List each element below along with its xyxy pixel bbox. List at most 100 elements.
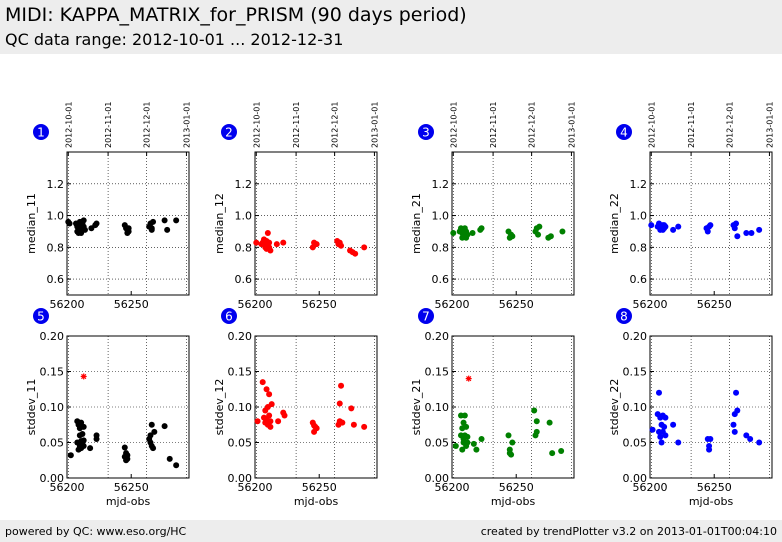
data-point bbox=[706, 446, 713, 453]
data-point bbox=[361, 423, 368, 430]
data-point bbox=[509, 439, 516, 446]
data-point bbox=[478, 435, 485, 442]
data-point bbox=[509, 233, 516, 240]
y-tick-label: 1.0 bbox=[235, 210, 253, 223]
date-tick-label: 2012-10-01 bbox=[64, 102, 73, 149]
panel-number-badge bbox=[418, 308, 434, 324]
y-tick-label: 0.20 bbox=[425, 330, 450, 343]
panel-number-label: 4 bbox=[620, 126, 628, 140]
data-point bbox=[173, 217, 180, 224]
data-point bbox=[531, 407, 538, 414]
plot-panel-2: 0.6 0.8 1.0 1.2 56200 56250 2012-10-01 2012-11-… bbox=[213, 102, 379, 312]
data-point bbox=[350, 421, 357, 428]
panel-number-label: 3 bbox=[422, 126, 430, 140]
y-tick-label: 0.05 bbox=[425, 437, 450, 450]
data-point bbox=[747, 435, 754, 442]
data-point bbox=[173, 462, 180, 469]
y-tick-label: 0.20 bbox=[228, 330, 253, 343]
data-point bbox=[147, 432, 154, 439]
data-point bbox=[546, 419, 553, 426]
x-axis-label: mjd-obs bbox=[491, 495, 536, 508]
data-point bbox=[93, 435, 100, 442]
panel-number-label: 5 bbox=[37, 310, 45, 324]
report-header: MIDI: KAPPA_MATRIX_for_PRISM (90 days pe… bbox=[0, 0, 782, 54]
data-point bbox=[648, 222, 655, 229]
data-point bbox=[734, 233, 741, 240]
report-subtitle: QC data range: 2012-10-01 ... 2012-12-31 bbox=[5, 30, 344, 49]
data-point bbox=[675, 223, 682, 230]
y-axis-label: median_12 bbox=[213, 193, 226, 254]
plot-panel-4: 0.6 0.8 1.0 1.2 56200 56250 2012-10-01 2012-11-… bbox=[608, 102, 774, 312]
data-point bbox=[166, 455, 173, 462]
data-point bbox=[662, 432, 669, 439]
data-point bbox=[266, 412, 273, 419]
y-axis-label: median_22 bbox=[608, 193, 621, 254]
data-point bbox=[338, 382, 345, 389]
data-point bbox=[658, 439, 665, 446]
data-point bbox=[273, 241, 280, 248]
date-tick-label: 2012-11-01 bbox=[292, 102, 301, 149]
y-tick-label: 0.20 bbox=[40, 330, 65, 343]
outlier-stroke bbox=[466, 375, 472, 382]
data-point bbox=[161, 217, 168, 224]
data-point bbox=[743, 230, 750, 237]
data-point bbox=[731, 225, 738, 232]
data-point bbox=[533, 418, 540, 425]
data-point bbox=[79, 430, 86, 437]
data-point bbox=[267, 418, 274, 425]
y-tick-label: 0.8 bbox=[630, 241, 648, 254]
data-point bbox=[361, 244, 368, 251]
data-point bbox=[80, 437, 87, 444]
data-point bbox=[473, 446, 480, 453]
data-point bbox=[756, 439, 763, 446]
y-tick-label: 0.6 bbox=[235, 273, 253, 286]
data-point bbox=[549, 450, 556, 457]
data-point bbox=[87, 445, 94, 452]
data-point bbox=[150, 218, 157, 225]
date-tick-label: 2012-10-01 bbox=[252, 102, 261, 149]
plot-frame bbox=[66, 151, 190, 296]
data-point bbox=[121, 444, 128, 451]
panel-number-badge bbox=[221, 124, 237, 140]
plot-frame bbox=[451, 151, 575, 296]
panel-number-label: 6 bbox=[225, 310, 233, 324]
data-point bbox=[313, 425, 320, 432]
data-point bbox=[536, 223, 543, 230]
data-point bbox=[148, 421, 155, 428]
data-point bbox=[150, 445, 157, 452]
data-point bbox=[275, 418, 282, 425]
y-axis-label: stddev_12 bbox=[213, 379, 226, 436]
plot-panel-3: 0.6 0.8 1.0 1.2 56200 56250 2012-10-01 2012-11-… bbox=[410, 102, 576, 312]
panel-number-label: 2 bbox=[225, 126, 233, 140]
y-tick-label: 0.00 bbox=[425, 472, 450, 485]
data-point bbox=[743, 432, 750, 439]
data-point bbox=[264, 230, 271, 237]
data-point bbox=[81, 226, 88, 233]
panel-number-label: 7 bbox=[422, 310, 430, 324]
x-axis-label: mjd-obs bbox=[689, 495, 734, 508]
data-point bbox=[348, 405, 355, 412]
y-tick-label: 0.20 bbox=[623, 330, 648, 343]
outlier-stroke bbox=[81, 373, 87, 380]
x-axis-label: mjd-obs bbox=[106, 495, 151, 508]
data-point bbox=[547, 233, 554, 240]
data-point bbox=[478, 225, 485, 232]
date-tick-label: 2012-12-01 bbox=[143, 102, 152, 149]
date-tick-label: 2012-12-01 bbox=[528, 102, 537, 149]
report-footer: powered by QC: www.eso.org/HC created by… bbox=[0, 520, 782, 542]
y-tick-label: 0.10 bbox=[425, 401, 450, 414]
x-tick-label: 56200 bbox=[238, 481, 273, 494]
footer-created-by: created by trendPlotter v3.2 on 2013-01-… bbox=[480, 525, 777, 538]
x-tick-label: 56250 bbox=[302, 298, 337, 311]
data-point bbox=[124, 455, 131, 462]
data-point bbox=[313, 241, 320, 248]
data-point bbox=[66, 220, 73, 227]
outlier-marker bbox=[465, 375, 472, 382]
date-tick-label: 2012-12-01 bbox=[331, 102, 340, 149]
date-tick-label: 2013-01-01 bbox=[567, 102, 576, 149]
y-tick-label: 0.00 bbox=[623, 472, 648, 485]
date-tick-label: 2012-11-01 bbox=[687, 102, 696, 149]
data-point bbox=[253, 239, 260, 246]
data-point bbox=[268, 401, 275, 408]
y-tick-label: 0.8 bbox=[47, 241, 65, 254]
